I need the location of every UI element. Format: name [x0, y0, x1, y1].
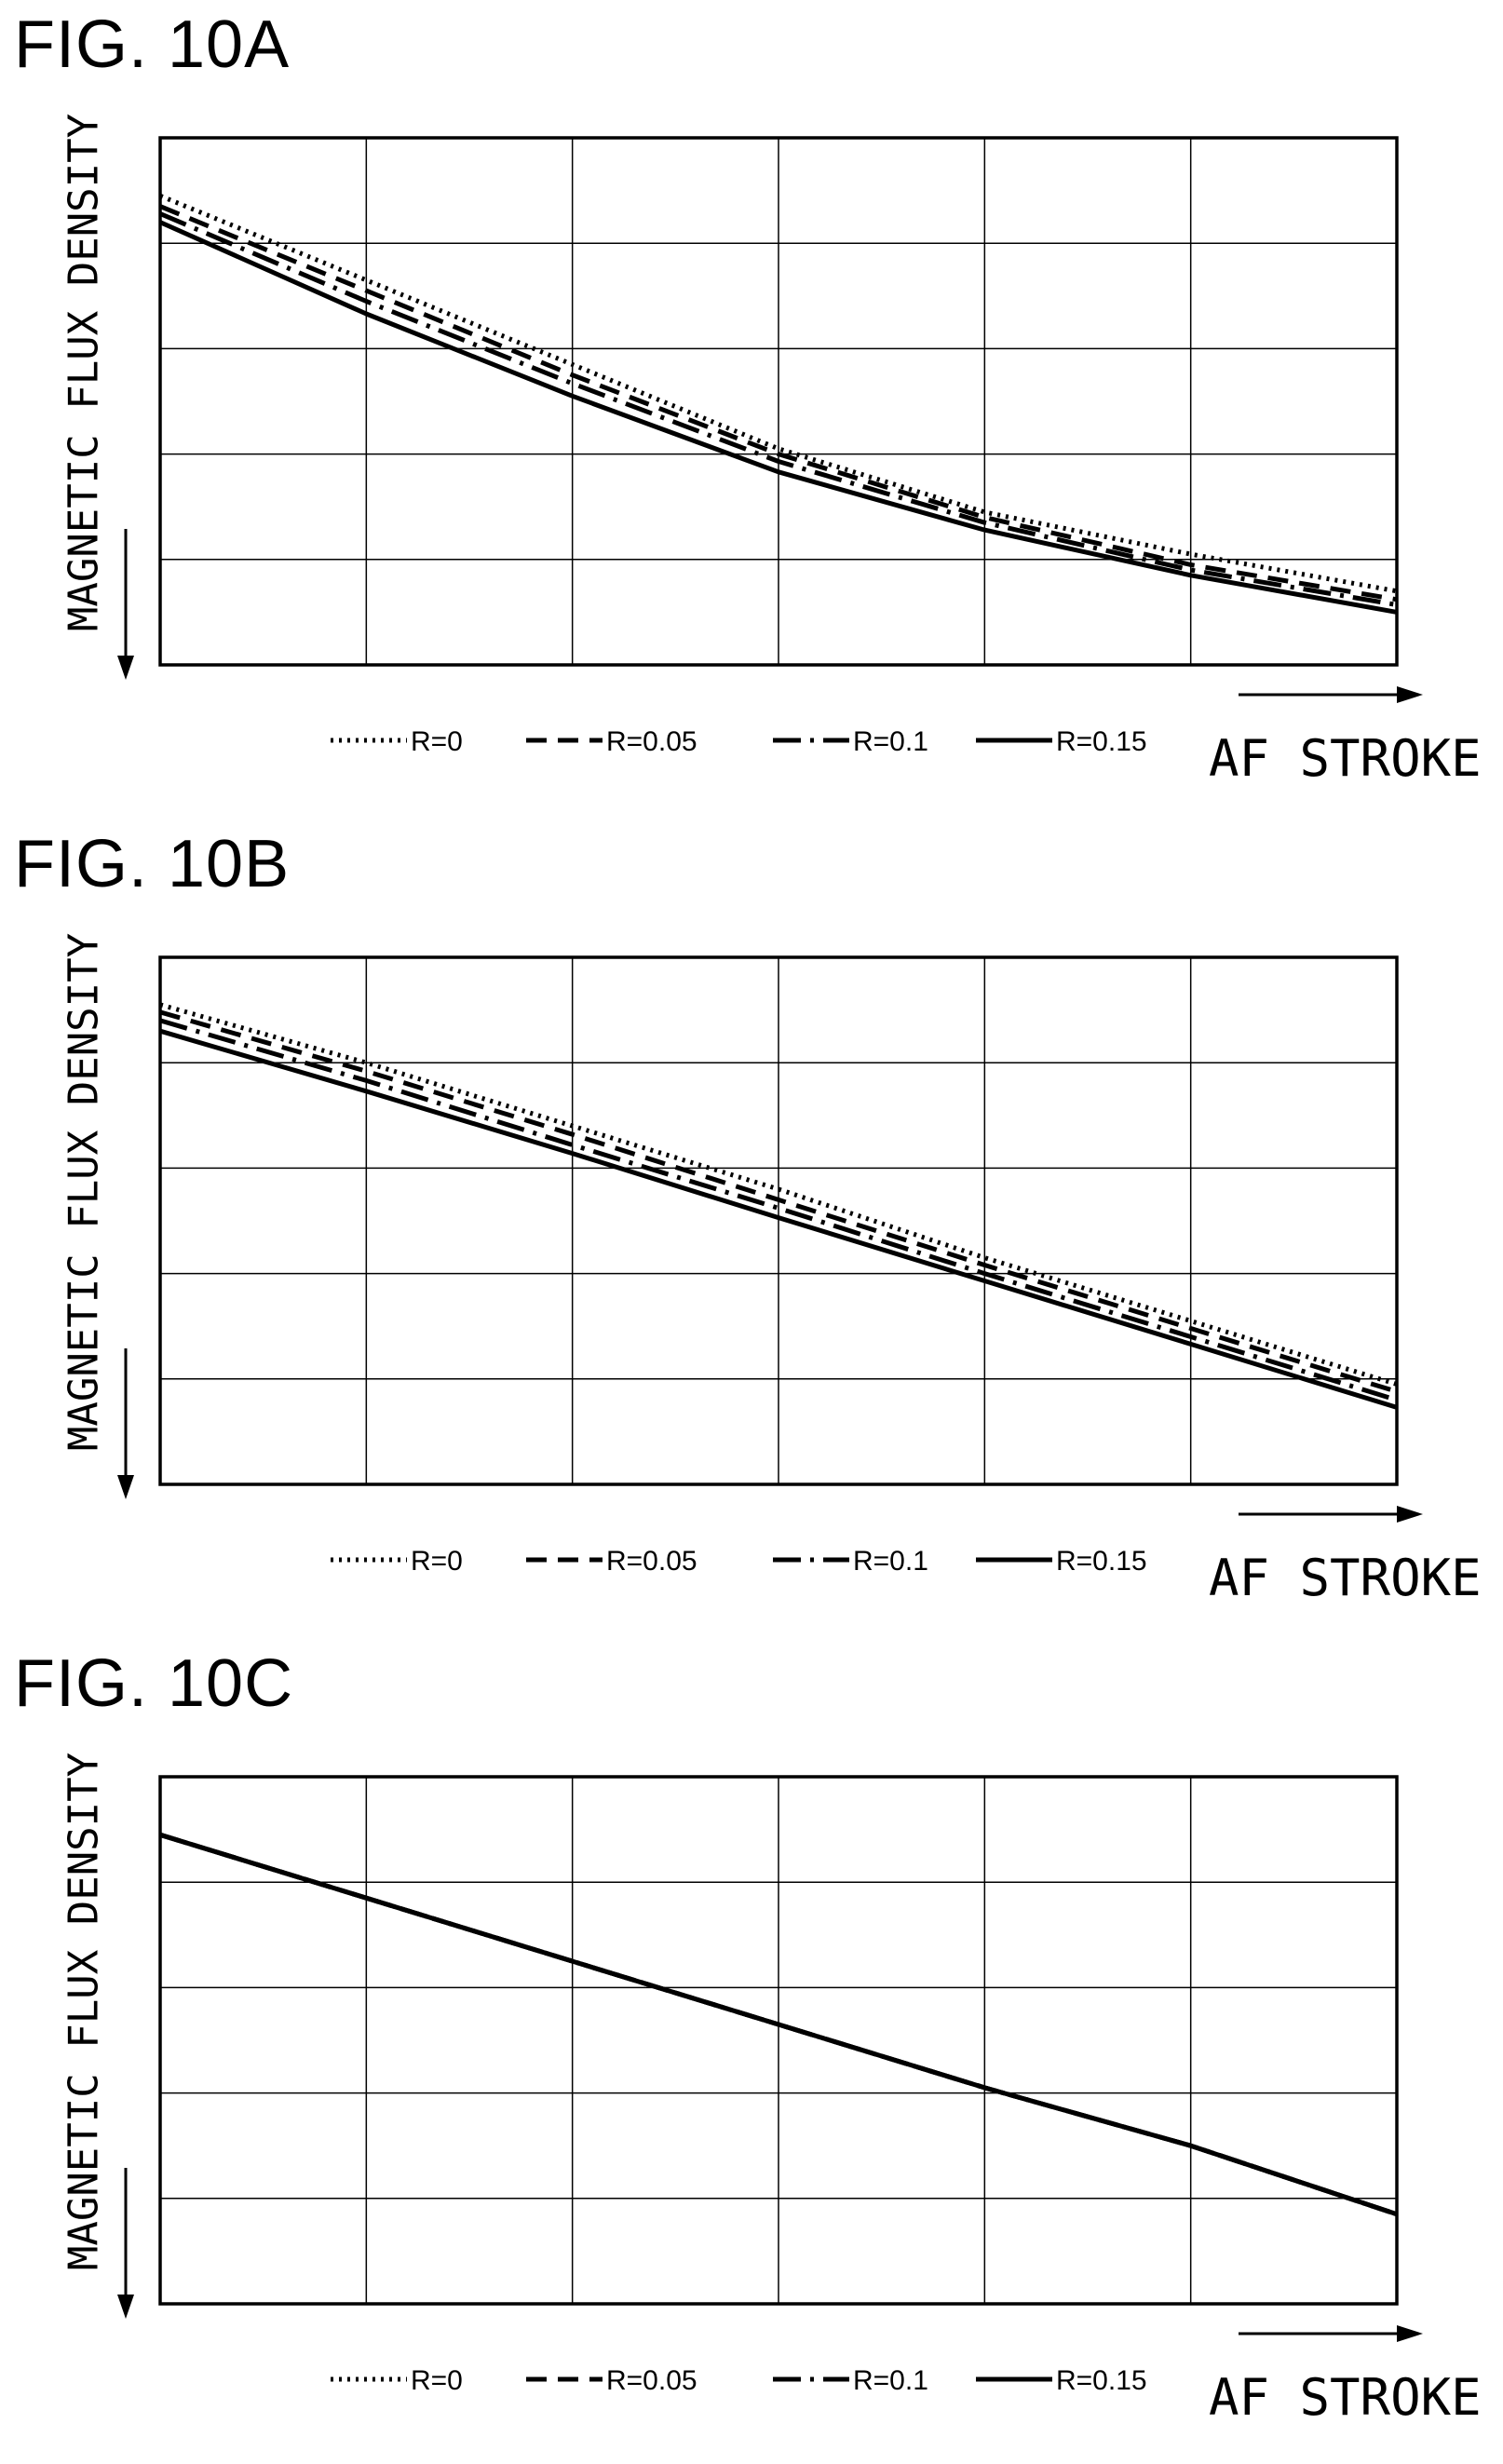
- legend-label: R=0.15: [1056, 2365, 1147, 2396]
- legend-label: R=0.1: [853, 2365, 928, 2396]
- series-line-2: [159, 1009, 1398, 1394]
- figure-title: FIG. 10B: [14, 827, 291, 901]
- y-axis-arrow-head: [117, 2295, 134, 2319]
- x-axis-label: AF STROKE: [1209, 2368, 1482, 2427]
- x-axis-label: AF STROKE: [1209, 729, 1482, 788]
- figure-10b-panel: FIG. 10B MAGNETIC FLUX DENSITY AF STROKE…: [0, 819, 1503, 1639]
- plot-frame: [158, 955, 1399, 1486]
- legend-label: R=0.05: [606, 2365, 697, 2396]
- plot-frame: [158, 136, 1399, 667]
- y-axis-arrow-head: [117, 1475, 134, 1499]
- y-axis-arrow-head: [117, 656, 134, 680]
- line-chart: R=0 R=0.05 R=0.1 R=0.15: [117, 1775, 1423, 2396]
- x-axis-arrow-head: [1397, 686, 1423, 703]
- x-axis-label: AF STROKE: [1209, 1549, 1482, 1607]
- figure-10c-panel: FIG. 10C MAGNETIC FLUX DENSITY AF STROKE…: [0, 1639, 1503, 2464]
- x-axis-arrow-head: [1397, 2325, 1423, 2342]
- figure-10a-panel: FIG. 10A MAGNETIC FLUX DENSITY AF STROKE…: [0, 0, 1503, 819]
- figure-title: FIG. 10C: [14, 1646, 294, 1721]
- legend-label: R=0.15: [1056, 726, 1147, 757]
- series-line-2: [159, 204, 1398, 602]
- plot-frame: [158, 1775, 1399, 2306]
- legend-label: R=0.05: [606, 726, 697, 757]
- line-chart: R=0 R=0.05 R=0.1 R=0.15: [117, 136, 1423, 757]
- line-chart: R=0 R=0.05 R=0.1 R=0.15: [117, 955, 1423, 1577]
- series-line-3: [159, 211, 1398, 607]
- figure-title: FIG. 10A: [14, 7, 291, 82]
- legend-label: R=0.15: [1056, 1546, 1147, 1577]
- x-axis-arrow-head: [1397, 1506, 1423, 1523]
- legend-label: R=0.1: [853, 726, 928, 757]
- series-line-4: [158, 220, 1398, 615]
- legend-label: R=0.1: [853, 1546, 928, 1577]
- series-line-3: [159, 1018, 1398, 1402]
- legend-label: R=0: [411, 1546, 463, 1577]
- legend-label: R=0: [411, 2365, 463, 2396]
- legend-label: R=0: [411, 726, 463, 757]
- legend-label: R=0.05: [606, 1546, 697, 1577]
- series-line-4: [159, 1832, 1398, 2217]
- series-line-4: [159, 1028, 1398, 1410]
